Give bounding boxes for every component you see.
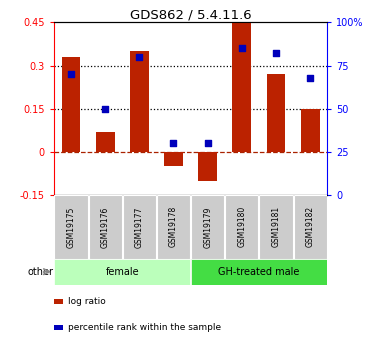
Text: GSM19177: GSM19177 bbox=[135, 206, 144, 247]
Text: other: other bbox=[28, 267, 54, 277]
Bar bbox=[191, 195, 224, 259]
Point bbox=[102, 106, 108, 111]
Point bbox=[307, 75, 313, 80]
Bar bbox=[89, 195, 122, 259]
Text: GSM19181: GSM19181 bbox=[271, 206, 281, 247]
Bar bbox=[225, 195, 258, 259]
Text: GSM19178: GSM19178 bbox=[169, 206, 178, 247]
Bar bbox=[54, 259, 191, 285]
Bar bbox=[198, 152, 217, 180]
Text: GSM19176: GSM19176 bbox=[100, 206, 110, 247]
Bar bbox=[164, 152, 183, 166]
Bar bbox=[123, 195, 156, 259]
Text: female: female bbox=[105, 267, 139, 277]
Bar bbox=[54, 195, 87, 259]
Bar bbox=[266, 74, 285, 152]
Bar bbox=[259, 195, 293, 259]
Point bbox=[136, 54, 142, 60]
Bar bbox=[62, 57, 80, 152]
Text: GSM19180: GSM19180 bbox=[237, 206, 246, 247]
Text: GSM19179: GSM19179 bbox=[203, 206, 212, 247]
Point bbox=[68, 71, 74, 77]
Text: percentile rank within the sample: percentile rank within the sample bbox=[68, 323, 221, 332]
Point bbox=[239, 46, 245, 51]
Point bbox=[204, 140, 211, 146]
Bar bbox=[130, 51, 149, 152]
Bar bbox=[294, 195, 327, 259]
Point bbox=[171, 140, 177, 146]
Text: GH-treated male: GH-treated male bbox=[218, 267, 300, 277]
Text: GSM19175: GSM19175 bbox=[67, 206, 75, 247]
Bar bbox=[301, 109, 320, 152]
Bar bbox=[54, 299, 63, 304]
Bar bbox=[157, 195, 190, 259]
Bar bbox=[191, 259, 327, 285]
Bar bbox=[54, 325, 63, 329]
Text: log ratio: log ratio bbox=[68, 297, 105, 306]
Point bbox=[273, 51, 279, 56]
Title: GDS862 / 5.4.11.6: GDS862 / 5.4.11.6 bbox=[130, 8, 251, 21]
Text: GSM19182: GSM19182 bbox=[306, 206, 315, 247]
Bar bbox=[233, 20, 251, 152]
Bar bbox=[96, 132, 115, 152]
